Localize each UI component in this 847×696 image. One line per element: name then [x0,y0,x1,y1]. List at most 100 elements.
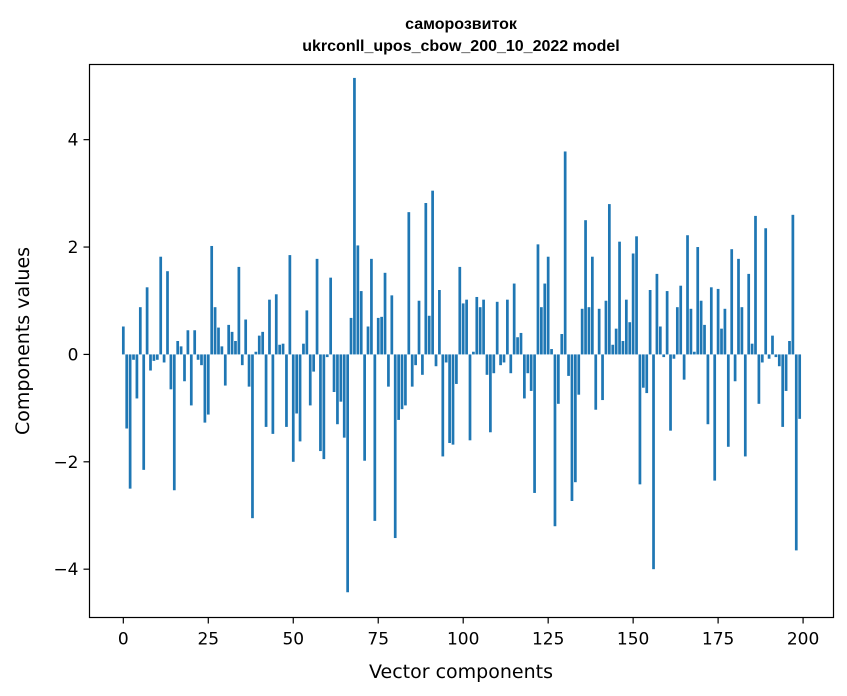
bar-37 [247,354,251,387]
bar-52 [298,354,302,442]
bar-89 [424,203,428,355]
bar-51 [295,354,299,414]
bar-0 [121,326,125,355]
bar-66 [346,354,349,593]
bar-131 [567,354,570,376]
x-tick-label: 200 [787,630,819,650]
bar-2 [128,354,132,489]
bar-65 [342,354,346,438]
bar-147 [621,341,625,355]
bar-99 [458,266,462,355]
bar-140 [597,308,601,355]
bar-113 [506,299,509,355]
bar-47 [281,343,285,355]
bar-185 [750,343,754,355]
bar-155 [648,290,652,355]
bar-128 [557,354,560,404]
bar-173 [709,287,713,355]
bar-90 [427,315,431,355]
bar-198 [794,354,798,551]
bar-29 [220,346,224,355]
bar-75 [376,317,380,355]
bar-93 [438,290,441,355]
bar-179 [730,249,734,355]
bar-123 [540,307,543,355]
x-axis-ticks: 0 25 50 75 100 125 150 175 200 [118,617,819,650]
bar-141 [601,354,604,401]
bar-120 [529,354,533,391]
bar-197 [791,214,795,355]
bar-97 [451,354,455,445]
bar-81 [397,354,400,420]
bar-124 [543,283,547,355]
y-tick-label: −2 [53,453,78,473]
bar-184 [747,273,751,355]
bar-78 [387,354,390,387]
bar-181 [737,258,740,355]
bar-87 [417,300,421,355]
bar-20 [189,354,193,406]
bar-1 [125,354,129,429]
bar-71 [363,354,366,461]
bar-114 [509,354,513,374]
bar-142 [604,300,608,355]
bar-24 [203,354,207,423]
x-tick-label: 25 [197,630,219,650]
bar-199 [798,354,802,419]
bar-132 [570,354,574,501]
bar-115 [512,283,516,355]
bar-70 [359,291,363,355]
bar-38 [251,354,254,519]
bar-19 [186,330,190,355]
bar-50 [291,354,295,462]
chart-title-line-1: саморозвиток [405,16,518,33]
bar-73 [370,258,373,355]
bar-86 [414,354,417,366]
bar-84 [407,212,411,355]
y-tick-label: −4 [53,560,78,580]
bar-33 [234,341,237,355]
bar-10 [155,354,159,360]
bar-91 [431,190,434,355]
bar-139 [594,354,598,410]
x-tick-label: 150 [617,630,649,650]
bar-162 [672,354,676,359]
bar-148 [624,299,628,355]
x-tick-label: 100 [447,630,479,650]
bar-177 [723,308,727,355]
bar-126 [550,349,553,355]
bar-107 [485,354,489,375]
bar-187 [757,354,761,404]
bar-136 [584,220,587,355]
bar-25 [206,354,210,415]
bar-44 [271,354,275,434]
bar-171 [703,324,706,355]
bar-193 [777,354,781,367]
bar-69 [356,245,360,355]
bar-110 [495,301,499,355]
bar-34 [237,266,241,355]
bar-104 [475,296,479,355]
bar-43 [268,299,271,355]
bar-102 [468,354,472,441]
bar-111 [499,354,502,366]
bar-130 [563,151,567,355]
bar-17 [179,346,183,355]
bar-80 [393,354,397,539]
bar-156 [652,354,655,570]
bar-79 [390,295,394,355]
bar-159 [662,354,666,358]
bar-163 [675,307,679,355]
bar-166 [686,235,689,355]
bar-45 [274,294,278,355]
bar-59 [322,354,326,460]
bar-16 [176,341,180,355]
bar-30 [223,354,227,386]
x-tick-label: 50 [282,630,304,650]
bar-100 [461,303,465,355]
y-tick-label: 4 [68,131,79,151]
x-tick-label: 175 [702,630,734,650]
bar-158 [658,326,662,355]
